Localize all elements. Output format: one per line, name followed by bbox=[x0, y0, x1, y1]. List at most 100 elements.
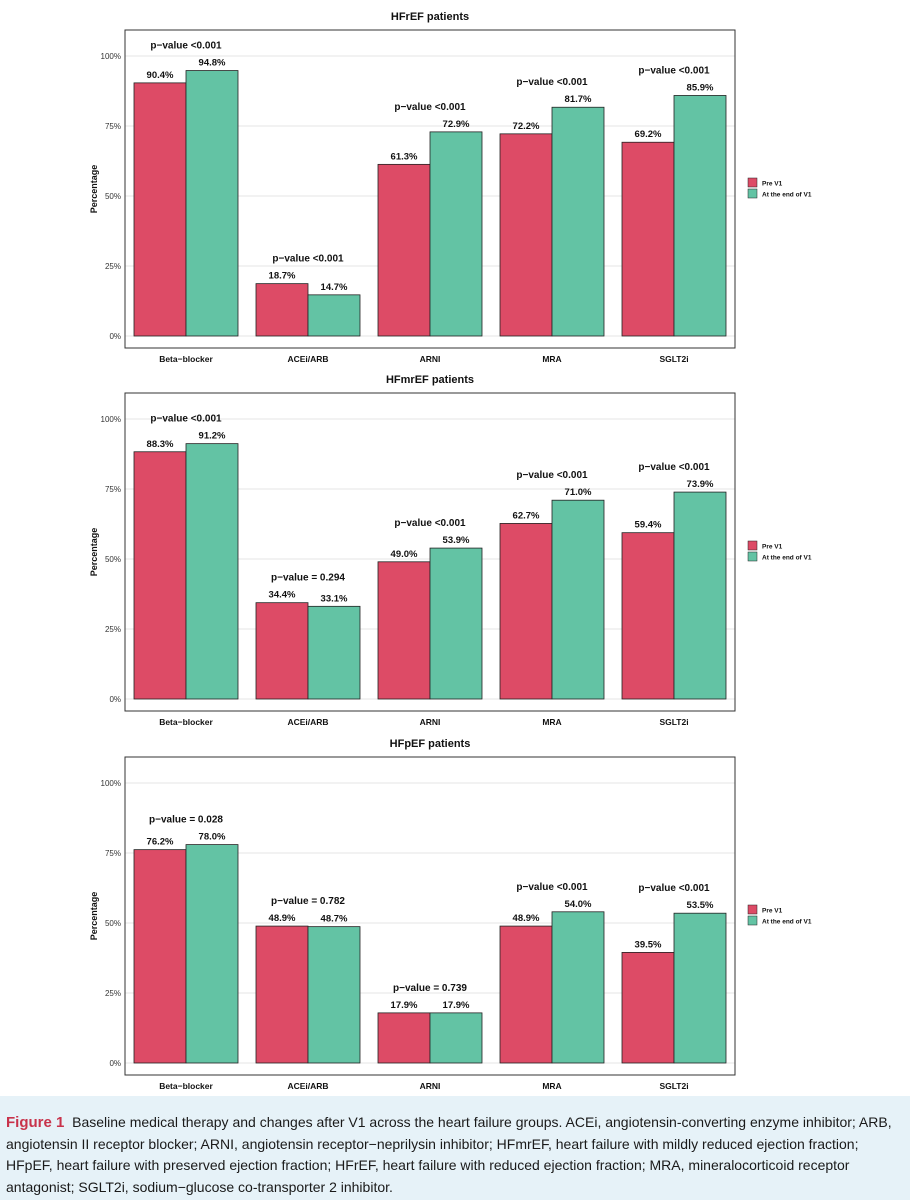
hfref-data-label-pre-v1: 69.2% bbox=[635, 129, 662, 140]
hfref-panel-border bbox=[124, 29, 736, 349]
hfmref-bar-pre-v1 bbox=[621, 532, 675, 700]
hfref-bar-end-of-v1 bbox=[185, 70, 239, 337]
hfpef-y-tick-label: 100% bbox=[101, 779, 121, 788]
hfref-y-axis-label: Percentage bbox=[89, 165, 99, 214]
hfpef-data-label-pre-v1: 76.2% bbox=[147, 837, 174, 848]
hfref-x-tick-label: ARNI bbox=[420, 354, 441, 364]
hfref-data-label-end-of-v1: 81.7% bbox=[565, 94, 592, 105]
hfref-y-tick-label: 75% bbox=[105, 122, 121, 131]
hfpef-bar-end-of-v1 bbox=[429, 1012, 483, 1064]
hfref-bar-pre-v1 bbox=[377, 163, 431, 337]
hfpef-bar-end-of-v1 bbox=[673, 912, 727, 1064]
hfpef-y-tick-label: 0% bbox=[109, 1059, 121, 1068]
hfmref-x-tick-label: ARNI bbox=[420, 717, 441, 727]
hfref-p-value-annotation: p−value <0.001 bbox=[394, 102, 466, 113]
hfref-p-value-annotation: p−value <0.001 bbox=[516, 77, 588, 88]
figure-caption-text: Baseline medical therapy and changes aft… bbox=[6, 1114, 892, 1195]
figure-label: Figure 1 bbox=[6, 1114, 65, 1131]
hfref-data-label-end-of-v1: 94.8% bbox=[199, 58, 226, 69]
hfref-data-label-end-of-v1: 85.9% bbox=[687, 82, 714, 93]
hfref-bar-end-of-v1 bbox=[673, 95, 727, 337]
hfref-x-tick-label: ACEi/ARB bbox=[287, 354, 328, 364]
hfmref-data-label-end-of-v1: 91.2% bbox=[199, 431, 226, 442]
hfmref-bar-end-of-v1 bbox=[307, 605, 361, 700]
hfmref-panel-border bbox=[124, 392, 736, 712]
hfpef-data-label-pre-v1: 39.5% bbox=[635, 939, 662, 950]
hfref-y-tick-label: 100% bbox=[101, 52, 121, 61]
hfmref-y-axis-label: Percentage bbox=[89, 528, 99, 577]
hfmref-p-value-annotation: p−value <0.001 bbox=[394, 518, 466, 529]
hfpef-data-label-end-of-v1: 48.7% bbox=[321, 914, 348, 925]
hfpef-p-value-annotation: p−value <0.001 bbox=[638, 883, 710, 894]
hfmref-data-label-pre-v1: 62.7% bbox=[513, 510, 540, 521]
hfref-legend-label-pre-v1: Pre V1 bbox=[762, 181, 783, 188]
hfpef-bar-end-of-v1 bbox=[551, 911, 605, 1064]
hfmref-bar-pre-v1 bbox=[499, 523, 553, 700]
hfpef-bar-pre-v1 bbox=[499, 925, 553, 1064]
hfmref-legend-label-pre-v1: Pre V1 bbox=[762, 544, 783, 551]
hfpef-bar-pre-v1 bbox=[621, 952, 675, 1064]
hfpef-legend-label-pre-v1: Pre V1 bbox=[762, 908, 783, 915]
hfref-bar-pre-v1 bbox=[255, 283, 309, 337]
figure-charts: HFrEF patients 0% 25% 50% 75% 100% Percentage 9… bbox=[89, 11, 812, 1091]
hfmref-y-tick-label: 25% bbox=[105, 625, 121, 634]
hfref-chart-title: HFrEF patients bbox=[391, 11, 469, 23]
hfref-x-tick-label: MRA bbox=[542, 354, 561, 364]
hfpef-legend-swatch-end-of-v1 bbox=[747, 915, 758, 926]
hfmref-legend-swatch-end-of-v1 bbox=[747, 551, 758, 562]
hfref-y-tick-label: 50% bbox=[105, 192, 121, 201]
hfmref-bar-end-of-v1 bbox=[185, 443, 239, 700]
hfpef-p-value-annotation: p−value = 0.028 bbox=[149, 815, 223, 826]
hfmref-bar-pre-v1 bbox=[377, 561, 431, 700]
hfpef-p-value-annotation: p−value = 0.739 bbox=[393, 983, 467, 994]
hfmref-x-tick-label: ACEi/ARB bbox=[287, 717, 328, 727]
hfref-data-label-pre-v1: 61.3% bbox=[391, 151, 418, 162]
hfref-data-label-pre-v1: 18.7% bbox=[269, 271, 296, 282]
hfmref-bar-end-of-v1 bbox=[429, 547, 483, 700]
hfref-p-value-annotation: p−value <0.001 bbox=[638, 65, 710, 76]
hfref-legend-swatch-end-of-v1 bbox=[747, 188, 758, 199]
hfref-p-value-annotation: p−value <0.001 bbox=[272, 254, 344, 265]
hfref-data-label-end-of-v1: 14.7% bbox=[321, 282, 348, 293]
hfmref-chart-title: HFmrEF patients bbox=[386, 374, 474, 386]
hfpef-data-label-end-of-v1: 53.5% bbox=[687, 900, 714, 911]
hfmref-p-value-annotation: p−value <0.001 bbox=[638, 462, 710, 473]
hfmref-data-label-pre-v1: 59.4% bbox=[635, 520, 662, 531]
hfpef-y-tick-label: 50% bbox=[105, 919, 121, 928]
figure-caption-box: Figure 1 Baseline medical therapy and ch… bbox=[0, 1096, 910, 1200]
hfref-data-label-pre-v1: 72.2% bbox=[513, 121, 540, 132]
hfpef-y-tick-label: 25% bbox=[105, 989, 121, 998]
hfref-y-tick-label: 0% bbox=[109, 332, 121, 341]
hfmref-data-label-end-of-v1: 73.9% bbox=[687, 479, 714, 490]
hfmref-y-tick-label: 50% bbox=[105, 555, 121, 564]
hfpef-bar-pre-v1 bbox=[377, 1012, 431, 1064]
hfpef-bar-end-of-v1 bbox=[307, 926, 361, 1064]
hfpef-p-value-annotation: p−value = 0.782 bbox=[271, 896, 345, 907]
hfmref-bar-end-of-v1 bbox=[551, 499, 605, 700]
hfref-bar-end-of-v1 bbox=[307, 294, 361, 337]
hfref-bar-pre-v1 bbox=[133, 82, 187, 337]
hfmref-x-tick-label: MRA bbox=[542, 717, 561, 727]
hfpef-legend-label-end-of-v1: At the end of V1 bbox=[762, 919, 812, 926]
hfmref-y-tick-label: 100% bbox=[101, 415, 121, 424]
hfmref-data-label-pre-v1: 34.4% bbox=[269, 590, 296, 601]
hfref-x-tick-label: Beta−blocker bbox=[159, 354, 213, 364]
hfref-legend-label-end-of-v1: At the end of V1 bbox=[762, 192, 812, 199]
hfmref-legend-label-end-of-v1: At the end of V1 bbox=[762, 555, 812, 562]
hfpef-panel-border bbox=[124, 756, 736, 1076]
hfmref-data-label-end-of-v1: 53.9% bbox=[443, 535, 470, 546]
hfpef-x-tick-label: MRA bbox=[542, 1081, 561, 1091]
hfmref-y-tick-label: 0% bbox=[109, 695, 121, 704]
hfref-x-tick-label: SGLT2i bbox=[659, 354, 688, 364]
hfmref-p-value-annotation: p−value = 0.294 bbox=[271, 573, 345, 584]
hfpef-p-value-annotation: p−value <0.001 bbox=[516, 882, 588, 893]
hfref-bar-pre-v1 bbox=[499, 133, 553, 337]
hfmref-bar-pre-v1 bbox=[133, 451, 187, 700]
hfpef-bar-end-of-v1 bbox=[185, 844, 239, 1064]
hfpef-bar-pre-v1 bbox=[255, 925, 309, 1064]
hfmref-legend-swatch-pre-v1 bbox=[747, 540, 758, 551]
figure-caption: Figure 1 Baseline medical therapy and ch… bbox=[6, 1112, 902, 1198]
hfpef-data-label-end-of-v1: 78.0% bbox=[199, 832, 226, 843]
hfpef-x-tick-label: ARNI bbox=[420, 1081, 441, 1091]
hfpef-x-tick-label: ACEi/ARB bbox=[287, 1081, 328, 1091]
